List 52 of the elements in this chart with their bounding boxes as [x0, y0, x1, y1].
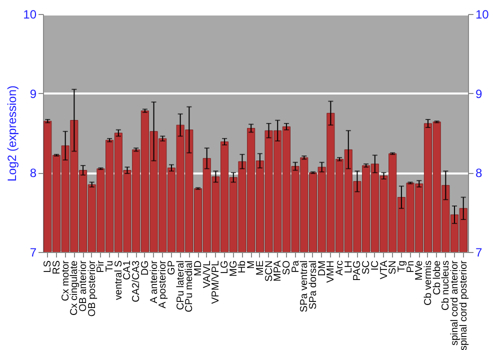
x-tick-label: Cb vermis [422, 260, 434, 306]
x-tick-label: spinal cord posterior [458, 260, 470, 350]
x-tick-label: LS [42, 260, 54, 273]
x-tick-label: MVe [414, 260, 426, 281]
x-tick-label: SC [361, 260, 372, 274]
x-tick-label: CA1 [122, 260, 134, 280]
y-axis-title: Log2 (expression) [5, 85, 20, 182]
x-tick-label: LG [220, 260, 231, 274]
x-tick-label: DG [140, 260, 151, 276]
x-tick-label: PAG [352, 260, 364, 281]
x-tick-label: Arc [334, 260, 346, 276]
x-tick-label: Cb nucleus [440, 260, 452, 311]
x-tick-label: MG [228, 260, 240, 277]
x-tick-label: M [246, 260, 258, 269]
x-tick-label: OB posterior [86, 260, 98, 317]
x-tick-label: MPA [272, 260, 284, 282]
y-tick-label: 8 [30, 166, 37, 180]
x-tick-label: A anterior [148, 260, 160, 304]
x-tick-label: Pa [290, 260, 302, 273]
x-tick-label: DM [316, 260, 328, 276]
x-tick-label: Cb lobe [432, 260, 443, 295]
x-tick-label: SPa dorsal [308, 260, 319, 310]
x-tick-label: A posterior [158, 260, 169, 308]
y-tick-label: 10 [23, 8, 37, 22]
x-tick-label: CPu medial [184, 260, 196, 312]
x-tick-label: ventral S [113, 260, 124, 300]
x-tick-label: IC [370, 260, 381, 270]
x-tick-label: ME [254, 260, 266, 276]
x-tick-label: SN [388, 260, 399, 274]
x-tick-label: VTA [378, 260, 390, 280]
x-tick-label: Pn [405, 260, 416, 273]
x-tick-label: CA2/CA3 [131, 260, 142, 302]
x-tick-label: Tu [104, 260, 116, 272]
y2-tick-label: 8 [476, 166, 482, 180]
x-tick-label: SCN [264, 260, 275, 282]
y-tick-label: 7 [30, 246, 37, 260]
y2-tick-label: 7 [476, 246, 482, 260]
x-tick-label: Cx cingulate [69, 260, 80, 316]
y2-tick-label: 9 [476, 86, 482, 101]
x-tick-label: Pir [96, 260, 107, 273]
y2-tick-label: 10 [476, 8, 490, 22]
x-tick-label: VPM/VPL [210, 260, 222, 304]
x-tick-label: spinal cord anterior [450, 260, 461, 346]
x-tick-label: GP [166, 260, 178, 275]
y-tick-label: 9 [30, 86, 37, 101]
x-tick-label: RS [51, 260, 62, 274]
x-tick-label: Hb [237, 260, 248, 274]
x-tick-label: VMH [326, 260, 337, 283]
x-tick-label: OB anterior [78, 260, 90, 312]
x-tick-label: SO [281, 260, 292, 275]
x-tick-label: LH [343, 260, 354, 274]
x-tick-label: Tg [396, 260, 408, 272]
